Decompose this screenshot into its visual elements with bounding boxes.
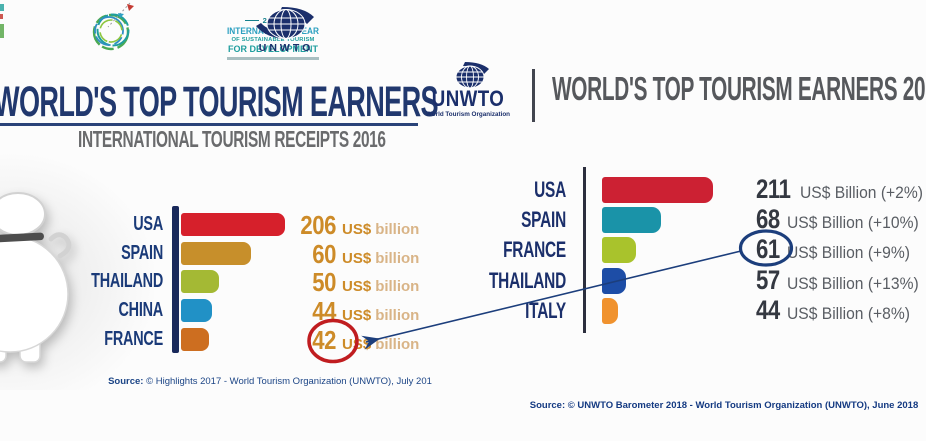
country-label: FRANCE — [104, 328, 163, 350]
left-chart-title: WORLD'S TOP TOURISM EARNERS — [0, 78, 439, 126]
value-number: 44 — [756, 295, 780, 325]
value-number: 211 — [756, 174, 791, 204]
source-text: © UNWTO Barometer 2018 - World Tourism O… — [567, 400, 919, 411]
value-unit: billion — [375, 221, 420, 238]
bar-thailand-2017 — [602, 268, 626, 294]
value-unit: US$ Billion (+8%) — [787, 304, 911, 323]
iy2017-line3: FOR DEVELOPMENT — [227, 44, 318, 54]
iy2017-line2: OF SUSTAINABLE TOURISM — [231, 37, 315, 43]
right-row-thailand: THAILAND 57 US$ Billion (+13%) — [0, 265, 926, 295]
right-row-france: FRANCE 61 US$ Billion (+9%) — [0, 234, 926, 264]
left-row-france: FRANCE 42 US$ billion — [0, 325, 926, 355]
piggy-bank-icon — [0, 192, 72, 363]
bar-usa-2017 — [602, 177, 713, 203]
left-row-usa: USA 206 US$ billion — [0, 210, 926, 240]
bar-china-2016 — [181, 299, 212, 322]
right-row-spain: SPAIN 68 US$ Billion (+10%) — [0, 204, 926, 234]
source-text: © Highlights 2017 - World Tourism Organi… — [146, 376, 432, 387]
country-label: SPAIN — [521, 207, 566, 232]
right-chart-source: Source: © UNWTO Barometer 2018 - World T… — [525, 400, 923, 411]
value-number: 60 — [312, 239, 336, 269]
country-label: USA — [534, 177, 566, 202]
country-label: FRANCE — [503, 237, 566, 262]
value-unit: billion — [375, 336, 420, 353]
value-unit: US$ Billion (+10%) — [787, 213, 919, 232]
source-prefix: Source: — [529, 400, 566, 411]
edge-fragment — [0, 14, 3, 19]
right-row-italy: ITALY 44 US$ Billion (+8%) — [0, 295, 926, 325]
value-currency: US$ — [342, 250, 372, 267]
unwto-globe-icon — [256, 7, 314, 39]
bar-france-2016 — [181, 328, 209, 351]
edge-fragment — [0, 24, 4, 38]
source-prefix: Source: — [108, 376, 144, 387]
country-label: ITALY — [525, 298, 566, 323]
left-chart-source: Source: © Highlights 2017 - World Touris… — [100, 376, 440, 387]
value-number: 68 — [756, 204, 780, 234]
value-number: 57 — [756, 265, 780, 295]
title-rule — [0, 123, 418, 126]
iy2017-scribble-globe-icon — [92, 2, 134, 51]
bar-spain-2016 — [181, 242, 251, 265]
value-currency: US$ — [342, 278, 372, 295]
header-divider — [532, 69, 535, 122]
iy2017-logo: 2017 INTERNATIONAL YEAR OF SUSTAINABLE T… — [90, 1, 319, 60]
unwto-mid-globe-icon — [455, 62, 489, 89]
value-currency: US$ — [342, 221, 372, 238]
unwto-top-wordmark: UNWTO — [258, 42, 314, 54]
value-number: 61 — [756, 234, 780, 264]
bar-usa-2016 — [181, 213, 285, 236]
unwto-mid-subtext: World Tourism Organization — [425, 111, 511, 118]
value-currency: US$ — [342, 336, 372, 353]
country-label: USA — [133, 213, 163, 235]
country-label: SPAIN — [121, 242, 163, 264]
country-label: THAILAND — [488, 268, 566, 293]
left-chart-subtitle: INTERNATIONAL TOURISM RECEIPTS 2016 — [78, 126, 386, 152]
bar-thailand-2016 — [181, 270, 219, 293]
bar-france-2017 — [602, 237, 636, 263]
right-chart-axis — [583, 167, 586, 333]
value-unit: US$ Billion (+13%) — [787, 274, 919, 293]
right-chart-title: WORLD'S TOP TOURISM EARNERS 2017 — [552, 70, 926, 107]
country-label: THAILAND — [91, 270, 163, 292]
edge-fragment — [0, 4, 4, 11]
value-unit: US$ Billion (+2%) — [800, 183, 924, 202]
country-label: CHINA — [118, 299, 163, 321]
value-number: 50 — [312, 267, 336, 297]
right-row-usa: USA 211 US$ Billion (+2%) — [0, 174, 926, 204]
value-number: 206 — [300, 210, 336, 240]
unwto-mid-wordmark: UNWTO — [431, 86, 505, 111]
value-unit: US$ Billion (+9%) — [787, 243, 911, 262]
bar-spain-2017 — [602, 207, 661, 233]
left-chart-axis — [172, 206, 179, 353]
value-number: 42 — [312, 325, 336, 355]
bar-italy-2017 — [602, 298, 618, 324]
